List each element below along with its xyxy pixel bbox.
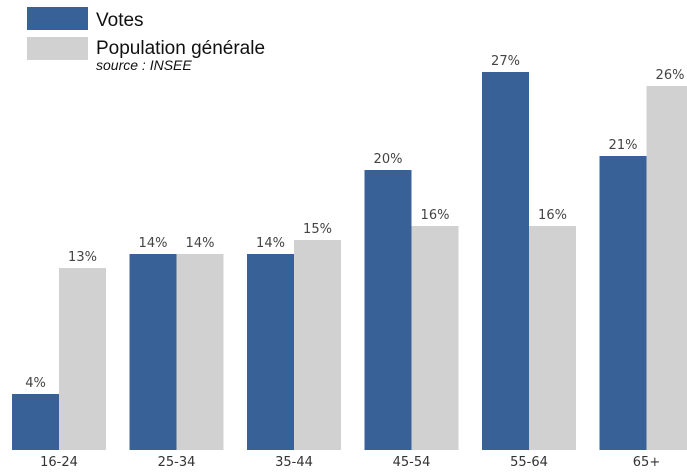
data-label-votes-45-54: 20%	[374, 152, 403, 167]
bar-votes-65+	[600, 156, 647, 450]
legend-swatch-votes	[27, 7, 88, 30]
source-annotation: source : INSEE	[96, 57, 192, 73]
legend-label-votes: Votes	[96, 10, 144, 31]
x-tick-label-25-34: 25-34	[158, 455, 196, 467]
x-tick-label-35-44: 35-44	[275, 455, 313, 467]
data-label-population-55-64: 16%	[538, 208, 567, 223]
bar-votes-35-44	[247, 254, 294, 450]
x-tick-label-65+: 65+	[633, 455, 660, 467]
data-label-votes-65+: 21%	[609, 138, 638, 153]
bar-population-65+	[647, 86, 687, 450]
data-label-population-45-54: 16%	[421, 208, 450, 223]
bars-group	[12, 72, 687, 450]
bar-population-16-24	[59, 268, 106, 450]
bar-votes-16-24	[12, 394, 59, 450]
bar-population-55-64	[529, 226, 576, 450]
legend: Votes Population générale source : INSEE	[27, 7, 265, 73]
data-label-population-35-44: 15%	[303, 222, 332, 237]
bar-votes-55-64	[482, 72, 529, 450]
data-label-votes-55-64: 27%	[491, 54, 520, 69]
data-label-votes-16-24: 4%	[25, 376, 46, 391]
x-tick-label-45-54: 45-54	[393, 455, 431, 467]
bar-votes-25-34	[130, 254, 177, 450]
data-label-votes-25-34: 14%	[139, 236, 168, 251]
data-label-population-16-24: 13%	[68, 250, 97, 265]
data-label-votes-35-44: 14%	[256, 236, 285, 251]
bar-population-45-54	[412, 226, 459, 450]
legend-swatch-population	[27, 37, 88, 60]
x-tick-labels-group: 16-24 25-34 35-44 45-54 55-64 65+	[40, 455, 660, 467]
legend-label-population: Population générale	[96, 38, 265, 59]
data-label-population-25-34: 14%	[186, 236, 215, 251]
bar-population-35-44	[294, 240, 341, 450]
x-tick-label-55-64: 55-64	[510, 455, 548, 467]
x-tick-label-16-24: 16-24	[40, 455, 78, 467]
data-labels-group: 4% 13% 14% 14% 14% 15% 20% 16% 27% 16% 21% 26%	[25, 54, 684, 391]
bar-population-25-34	[177, 254, 224, 450]
bar-votes-45-54	[365, 170, 412, 450]
data-label-population-65+: 26%	[656, 68, 685, 83]
